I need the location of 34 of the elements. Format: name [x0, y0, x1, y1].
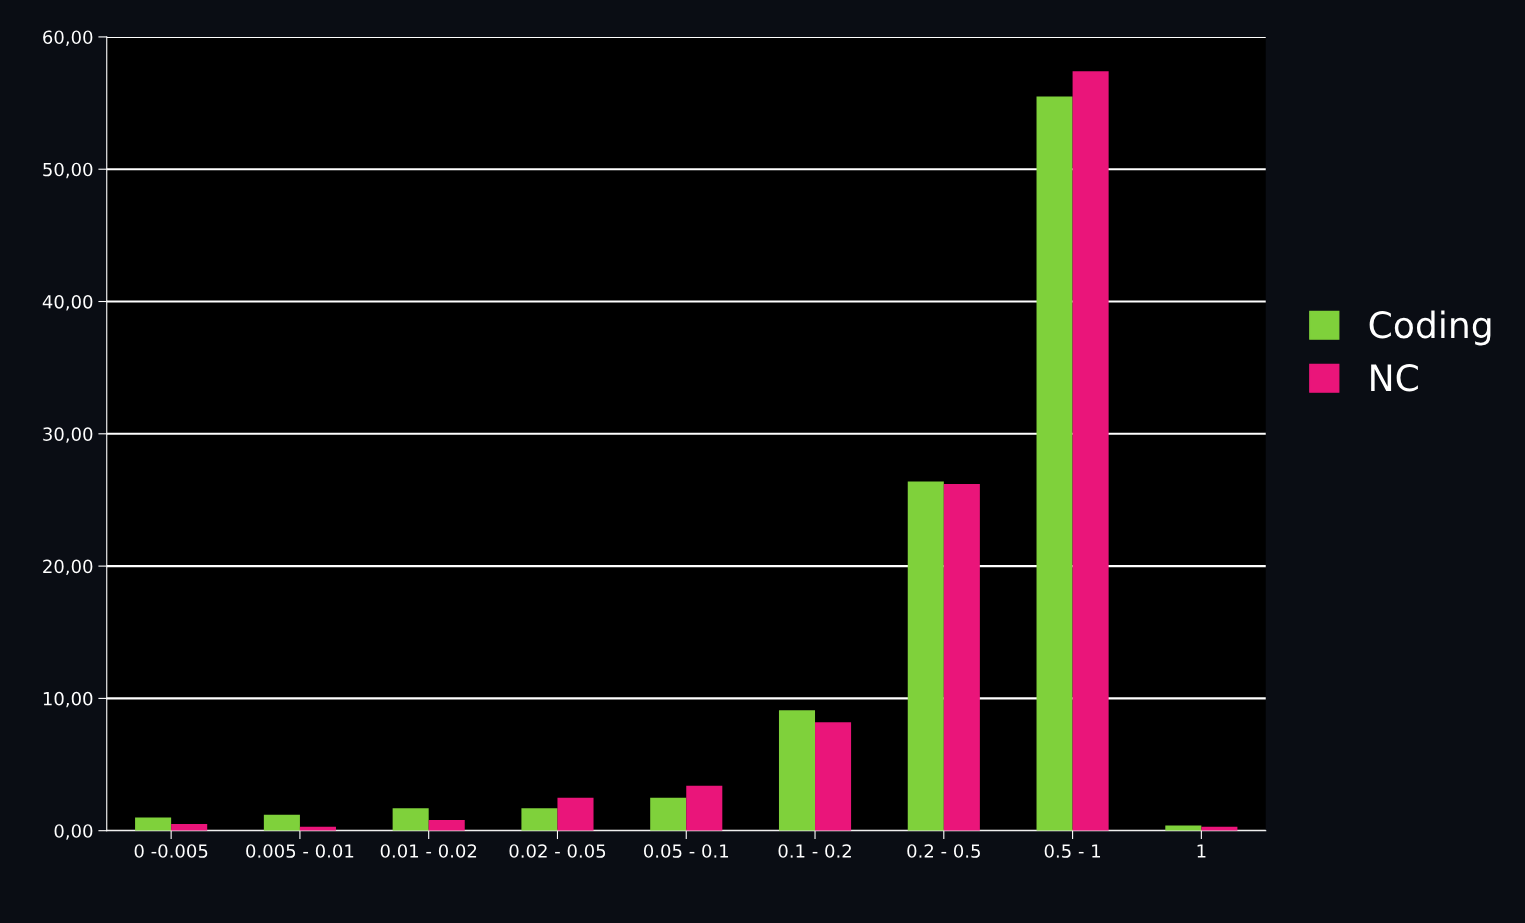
bar: [907, 481, 944, 831]
bar: [1072, 71, 1109, 831]
bar: [1165, 825, 1202, 831]
bar: [392, 808, 429, 831]
bar: [135, 817, 172, 831]
legend-label: NC: [1371, 364, 1418, 392]
y-tick-label: 60,00: [43, 30, 93, 46]
bar: [650, 797, 687, 831]
y-tick-label: 0,00: [54, 824, 93, 840]
bar: [778, 710, 816, 831]
bar: [943, 484, 980, 831]
bar: [171, 824, 208, 831]
bar: [521, 808, 558, 831]
bar: [686, 785, 723, 831]
bar: [815, 722, 852, 831]
y-tick-label: 40,00: [42, 294, 93, 311]
y-tick-label: 30,00: [43, 427, 93, 443]
y-tick-label: 50,00: [43, 162, 93, 179]
bar: [1036, 96, 1073, 831]
bar: [557, 797, 594, 831]
x-tick-label: 0.5 - 1: [1044, 844, 1101, 858]
x-tick-label: 1: [1197, 844, 1206, 858]
x-tick-label: 0 -0.005: [134, 844, 208, 858]
y-tick-label: 10,00: [43, 691, 93, 708]
bar: [263, 814, 300, 831]
x-tick-label: 0.02 - 0.05: [509, 844, 606, 858]
x-tick-label: 0.01 - 0.02: [380, 844, 477, 858]
x-tick-label: 0.005 - 0.01: [246, 844, 354, 858]
x-tick-label: 0.1 - 0.2: [778, 844, 851, 858]
x-tick-label: 0.05 - 0.1: [643, 844, 729, 858]
bar: [428, 820, 465, 831]
y-tick-label: 20,00: [43, 559, 93, 576]
legend-label: Coding: [1369, 310, 1491, 346]
x-tick-label: 0.2 - 0.5: [907, 844, 980, 858]
